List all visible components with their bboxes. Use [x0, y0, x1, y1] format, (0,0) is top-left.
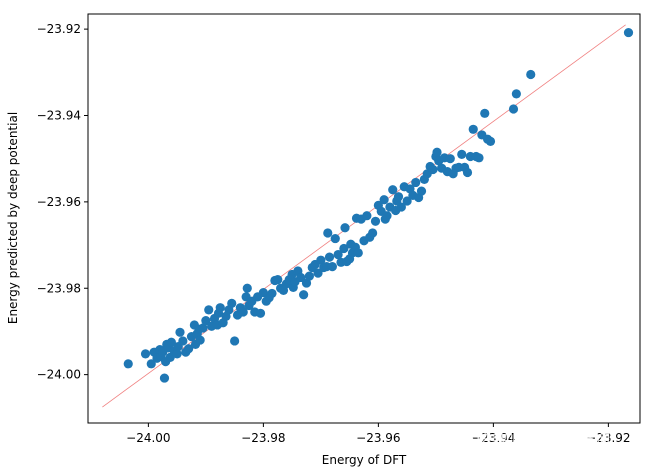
y-tick-label: −23.92 — [37, 22, 81, 36]
data-point — [273, 275, 283, 285]
x-axis-ticks: −24.00 −23.98 −23.96 −23.94 −23.92 — [126, 423, 631, 445]
data-point — [508, 104, 519, 114]
data-point — [230, 336, 240, 346]
data-point — [402, 196, 412, 206]
plot-area-frame — [87, 13, 641, 424]
data-point — [166, 337, 176, 347]
data-points-layer — [123, 27, 634, 383]
data-point — [411, 177, 421, 188]
data-point — [267, 288, 277, 299]
data-point — [457, 149, 467, 159]
data-point — [323, 228, 333, 238]
data-point — [382, 211, 392, 221]
x-tick-label: −23.98 — [241, 431, 285, 445]
data-point — [379, 195, 389, 205]
data-point — [468, 124, 478, 134]
data-point — [445, 154, 455, 164]
data-point — [204, 305, 214, 315]
data-point — [227, 298, 237, 308]
y-tick-label: −24.00 — [37, 368, 81, 382]
data-point — [255, 308, 266, 318]
data-point — [215, 303, 225, 313]
data-point — [485, 136, 496, 147]
x-tick-label: −23.96 — [356, 431, 400, 445]
data-point — [362, 211, 372, 221]
data-point — [370, 216, 381, 226]
data-point — [526, 69, 536, 80]
data-point — [301, 278, 312, 288]
x-tick-label: −24.00 — [126, 431, 170, 445]
data-point — [184, 344, 194, 354]
data-point — [480, 108, 490, 118]
data-point — [623, 27, 634, 38]
y-tick-label: −23.96 — [37, 195, 81, 209]
data-point — [416, 186, 427, 196]
data-point — [201, 316, 211, 326]
data-point — [123, 359, 133, 369]
data-point — [511, 89, 521, 99]
data-point — [340, 223, 350, 233]
data-point — [474, 153, 484, 163]
data-point — [299, 290, 309, 300]
data-point — [313, 268, 323, 278]
data-point — [333, 249, 343, 260]
data-point — [428, 164, 438, 175]
data-point — [324, 252, 335, 262]
data-point — [432, 147, 442, 157]
x-tick-label: −23.94 — [471, 431, 515, 445]
data-point — [238, 307, 248, 317]
data-point — [396, 202, 406, 212]
data-point — [330, 233, 340, 244]
y-axis-label: Energy predicted by deep potential — [6, 112, 20, 324]
data-point — [316, 255, 326, 265]
data-point — [296, 272, 306, 283]
data-point — [327, 262, 337, 272]
data-point — [368, 228, 378, 238]
x-tick-label: −23.92 — [586, 431, 630, 445]
y-tick-label: −23.94 — [37, 108, 81, 122]
data-point — [198, 323, 208, 333]
data-point — [146, 359, 156, 369]
data-point — [242, 283, 252, 293]
y-tick-label: −23.98 — [37, 281, 81, 295]
y-axis-ticks: −24.00 −23.98 −23.96 −23.94 −23.92 — [37, 22, 88, 382]
data-point — [388, 185, 398, 195]
data-point — [462, 167, 473, 178]
x-axis-label: Energy of DFT — [322, 453, 407, 467]
data-point — [339, 243, 349, 254]
data-point — [159, 373, 170, 383]
watermark-text: 知乎 @总要减肥的科研狗 — [418, 430, 610, 450]
data-point — [175, 327, 185, 337]
data-point — [140, 349, 151, 359]
data-point — [178, 336, 188, 346]
data-point — [172, 349, 182, 359]
data-point — [195, 335, 205, 345]
data-point — [353, 248, 363, 258]
data-point — [304, 271, 314, 281]
data-point — [393, 192, 404, 202]
